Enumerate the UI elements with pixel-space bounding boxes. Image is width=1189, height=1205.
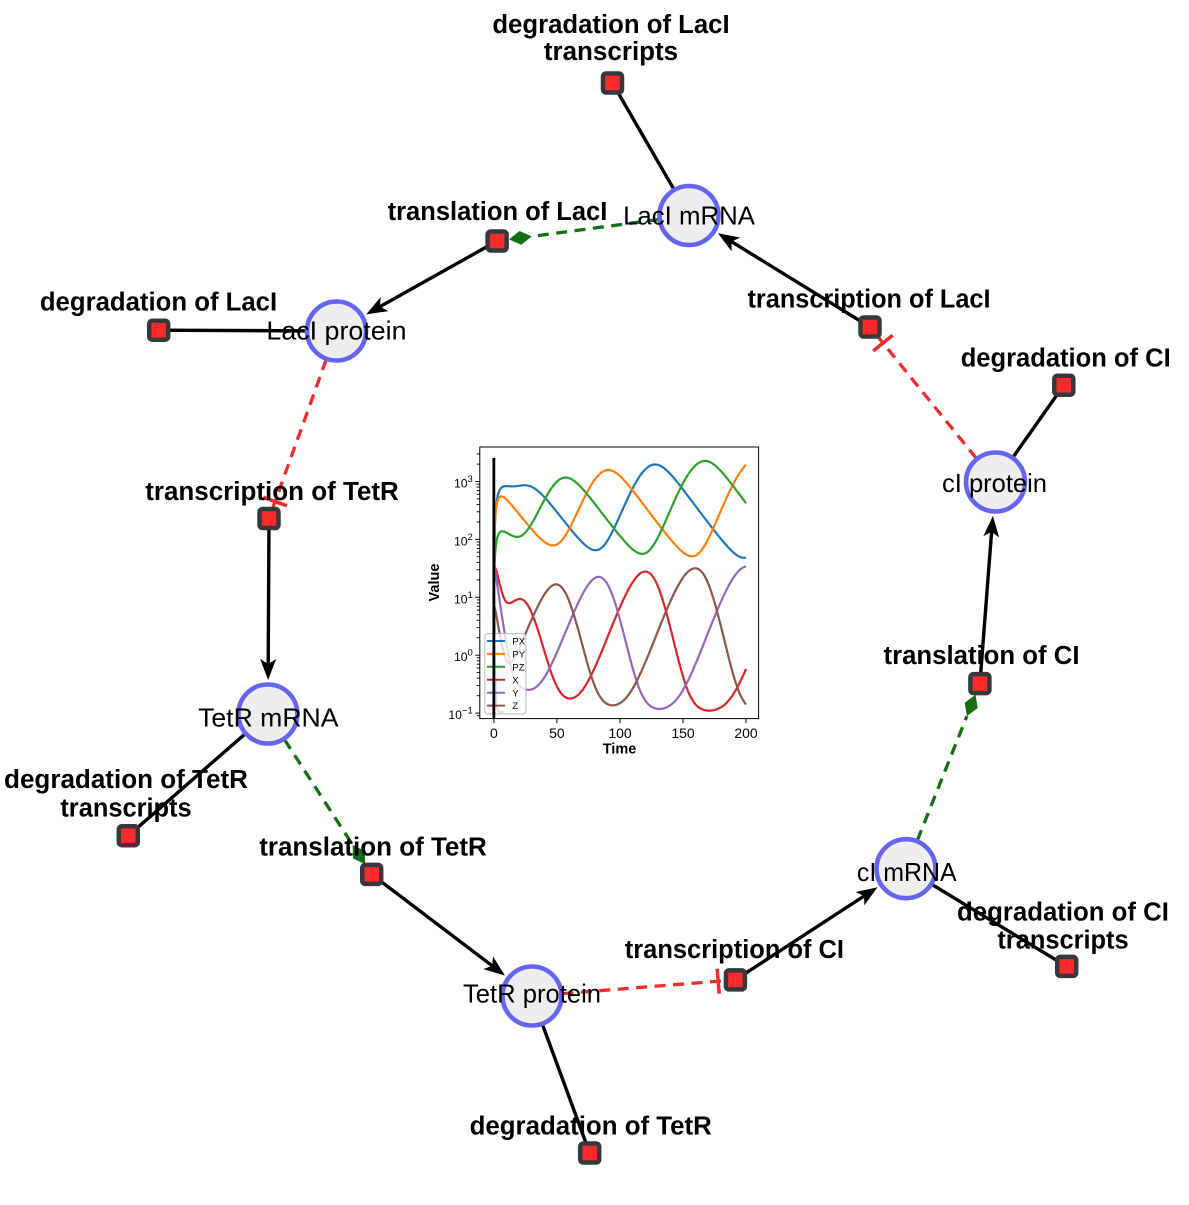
svg-text:TetR mRNA: TetR mRNA <box>198 703 339 733</box>
svg-text:X: X <box>512 675 519 686</box>
svg-text:degradation of TetR: degradation of TetR <box>4 764 248 794</box>
svg-text:LacI protein: LacI protein <box>266 316 406 346</box>
svg-text:PZ: PZ <box>512 662 524 673</box>
svg-text:50: 50 <box>549 725 565 741</box>
svg-text:PY: PY <box>512 650 525 661</box>
svg-text:degradation of TetR: degradation of TetR <box>470 1110 712 1140</box>
svg-text:Value: Value <box>427 564 443 602</box>
svg-text:TetR protein: TetR protein <box>463 979 601 1009</box>
svg-text:PX: PX <box>512 637 525 648</box>
svg-text:degradation of CI: degradation of CI <box>961 343 1171 373</box>
svg-text:100: 100 <box>608 725 632 741</box>
svg-text:0: 0 <box>490 725 498 741</box>
svg-text:cI mRNA: cI mRNA <box>857 857 957 887</box>
svg-text:degradation of CI: degradation of CI <box>957 897 1169 927</box>
svg-text:transcription of CI: transcription of CI <box>625 934 844 964</box>
svg-text:translation of LacI: translation of LacI <box>388 196 608 226</box>
svg-text:degradation of LacI: degradation of LacI <box>40 287 277 317</box>
svg-text:Time: Time <box>603 742 637 758</box>
svg-text:translation of CI: translation of CI <box>884 640 1080 670</box>
svg-text:LacI mRNA: LacI mRNA <box>623 201 755 231</box>
svg-text:Y: Y <box>512 688 519 699</box>
svg-text:degradation of LacI: degradation of LacI <box>492 9 729 39</box>
svg-text:transcripts: transcripts <box>544 36 678 66</box>
svg-text:Z: Z <box>512 701 518 712</box>
svg-text:200: 200 <box>734 725 758 741</box>
svg-text:cI protein: cI protein <box>942 468 1047 498</box>
svg-text:transcription of TetR: transcription of TetR <box>145 476 399 506</box>
svg-text:transcripts: transcripts <box>60 792 191 822</box>
svg-text:150: 150 <box>671 725 695 741</box>
svg-text:transcripts: transcripts <box>997 925 1128 955</box>
svg-text:transcription of LacI: transcription of LacI <box>748 284 991 314</box>
svg-text:translation of TetR: translation of TetR <box>259 832 487 862</box>
